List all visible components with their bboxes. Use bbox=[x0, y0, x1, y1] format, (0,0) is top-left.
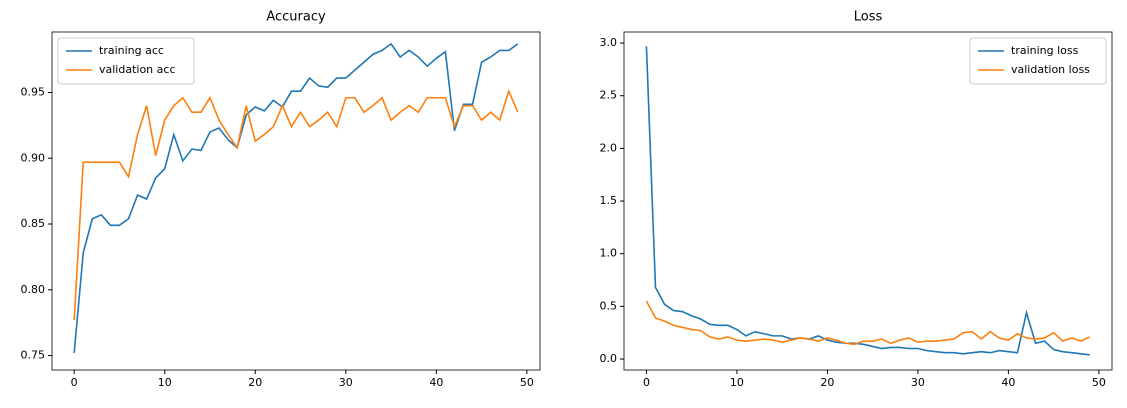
y-tick-label: 2.0 bbox=[600, 141, 618, 154]
line-series bbox=[73, 88, 519, 321]
legend-label: validation acc bbox=[99, 63, 176, 76]
y-tick-label: 0.85 bbox=[21, 217, 46, 230]
x-tick-label: 30 bbox=[911, 376, 925, 389]
chart-title: Loss bbox=[854, 10, 883, 25]
y-tick-label: 1.5 bbox=[600, 194, 618, 207]
line-series bbox=[645, 46, 1090, 356]
line-series bbox=[645, 300, 1091, 346]
x-tick-label: 20 bbox=[820, 376, 834, 389]
y-tick-label: 0.0 bbox=[600, 352, 618, 365]
x-tick-label: 40 bbox=[1001, 376, 1015, 389]
legend-label: validation loss bbox=[1011, 63, 1090, 76]
y-tick-label: 0.90 bbox=[21, 151, 46, 164]
chart-title: Accuracy bbox=[266, 10, 326, 25]
y-tick-label: 0.5 bbox=[600, 299, 618, 312]
chart: Loss 0.0 0.5 1.0 1.5 2.0 2.5 3.0 0 10 20 30 40 50 trai… bbox=[600, 10, 1113, 389]
x-tick-label: 50 bbox=[520, 376, 534, 389]
x-tick-label: 20 bbox=[248, 376, 262, 389]
legend-label: training acc bbox=[99, 44, 164, 57]
x-tick-label: 10 bbox=[158, 376, 172, 389]
plot-frame bbox=[51, 31, 541, 371]
plot-frame bbox=[623, 31, 1113, 371]
y-tick-label: 3.0 bbox=[600, 36, 618, 49]
x-tick-label: 30 bbox=[339, 376, 353, 389]
x-tick-label: 50 bbox=[1092, 376, 1106, 389]
x-tick-label: 0 bbox=[71, 376, 78, 389]
x-tick-label: 40 bbox=[429, 376, 443, 389]
legend-frame bbox=[969, 37, 1107, 85]
legend-label: training loss bbox=[1011, 44, 1079, 57]
chart: Accuracy 0.75 0.80 0.85 0.90 0.95 0 10 20 30 40 50 t… bbox=[21, 10, 541, 389]
x-tick-label: 0 bbox=[643, 376, 650, 389]
y-tick-label: 0.95 bbox=[21, 85, 46, 98]
x-tick-label: 10 bbox=[730, 376, 744, 389]
y-tick-label: 2.5 bbox=[600, 89, 618, 102]
legend: training acc validation acc bbox=[57, 37, 195, 85]
line-series bbox=[73, 42, 519, 353]
y-tick-label: 0.75 bbox=[21, 349, 46, 362]
y-tick-label: 0.80 bbox=[21, 283, 46, 296]
legend: training loss validation loss bbox=[969, 37, 1107, 85]
legend-frame bbox=[57, 37, 195, 85]
y-tick-label: 1.0 bbox=[600, 247, 618, 260]
